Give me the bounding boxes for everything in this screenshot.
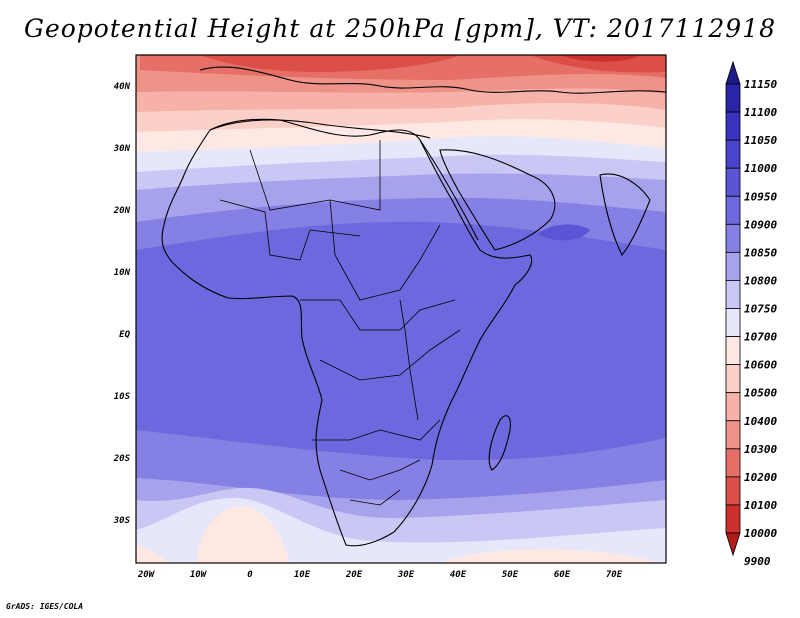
- colorbar-label: 10500: [744, 387, 777, 400]
- band-10100-east: [530, 55, 666, 73]
- colorbar-label: 10200: [744, 471, 777, 484]
- colorbar-label: 10900: [744, 218, 777, 231]
- colorbar-label: 9900: [744, 555, 771, 568]
- lon-tick-50e: 50E: [502, 570, 519, 580]
- band-10100: [200, 55, 460, 72]
- lat-tick-eq: EQ: [119, 330, 130, 340]
- mediterranean-south: [209, 119, 431, 139]
- colorbar-label: 10800: [744, 274, 777, 287]
- lon-tick-20w: 20W: [137, 570, 156, 580]
- band-10000-east: [560, 55, 640, 62]
- lat-tick-20s: 20S: [113, 454, 131, 464]
- band-10950-pocket: [538, 224, 590, 241]
- madagascar: [488, 415, 511, 471]
- country-borders: [219, 140, 461, 506]
- colorbar-cell-10: [725, 336, 741, 366]
- colorbar-cell-0: [725, 60, 741, 85]
- lat-tick-10n: 10N: [114, 268, 131, 278]
- lon-tick-10e: 10E: [294, 570, 311, 580]
- lon-tick-10w: 10W: [190, 570, 208, 580]
- india: [599, 173, 651, 257]
- europe: [199, 66, 666, 94]
- colorbar-cell-1: [725, 83, 741, 113]
- colorbar-cell-14: [725, 448, 741, 478]
- colorbar-cell-8: [725, 280, 741, 309]
- lon-tick-60e: 60E: [554, 570, 571, 580]
- colorbar-cell-4: [725, 167, 741, 197]
- colorbar-cell-7: [725, 251, 741, 281]
- colorbar-label: 10300: [744, 443, 777, 456]
- lat-tick-30s: 30S: [113, 516, 131, 526]
- colorbar-label: 11000: [744, 162, 777, 175]
- band-10600-south-b: [440, 549, 660, 563]
- red-sea: [419, 139, 479, 241]
- colorbar-cell-17: [725, 532, 741, 557]
- colorbar-label: 11100: [744, 106, 777, 119]
- lat-axis: 40N 30N 20N 10N EQ 10S 20S 30S: [113, 82, 131, 526]
- colorbar-label: 10600: [744, 359, 777, 372]
- credit-text: GrADS: IGES/COLA: [6, 602, 84, 611]
- coastlines: [161, 66, 666, 547]
- colorbar-label: 10950: [744, 190, 777, 203]
- colorbar-cell-3: [725, 139, 741, 169]
- colorbar-cell-2: [725, 111, 741, 141]
- arabia: [439, 149, 556, 251]
- colorbar-label: 11150: [744, 78, 777, 91]
- colorbar-label: 10850: [744, 246, 777, 259]
- colorbar-label: 10750: [744, 303, 777, 316]
- lon-tick-40e: 40E: [450, 570, 467, 580]
- colorbar-cell-9: [725, 308, 741, 337]
- colorbar-cell-5: [725, 195, 741, 225]
- band-10600-south-a: [196, 506, 290, 563]
- colorbar-cell-13: [725, 420, 741, 450]
- lon-tick-20e: 20E: [345, 570, 363, 580]
- band-10600-south-c: [136, 545, 170, 563]
- map-frame: [135, 54, 667, 564]
- lon-axis: 20W 10W 0 10E 20E 30E 40E 50E 60E 70E: [137, 570, 623, 580]
- lat-tick-10s: 10S: [114, 392, 131, 402]
- lon-tick-70e: 70E: [606, 570, 623, 580]
- colorbar-label: 10100: [744, 499, 777, 512]
- colorbar-label: 10000: [744, 527, 777, 540]
- lon-tick-30e: 30E: [397, 570, 415, 580]
- colorbar-label: 10700: [744, 331, 777, 344]
- height-field: [136, 55, 666, 563]
- africa-coastline: [161, 118, 533, 547]
- colorbar-cell-12: [725, 392, 741, 422]
- colorbar-cell-11: [725, 364, 741, 394]
- colorbar-cell-15: [725, 476, 741, 506]
- lat-tick-40n: 40N: [114, 82, 131, 92]
- lat-tick-20n: 20N: [113, 206, 131, 216]
- lon-tick-0: 0: [247, 570, 253, 580]
- colorbar-label: 11050: [744, 134, 777, 147]
- colorbar-cell-16: [725, 504, 741, 534]
- colorbar: 11150 11100 11050 11000 10950 10900 10850 10800…: [725, 60, 777, 568]
- colorbar-cell-6: [725, 223, 741, 253]
- lat-tick-30n: 30N: [113, 144, 131, 154]
- colorbar-label: 10400: [744, 415, 777, 428]
- map-title: Geopotential Height at 250hPa [gpm], VT:…: [23, 14, 777, 43]
